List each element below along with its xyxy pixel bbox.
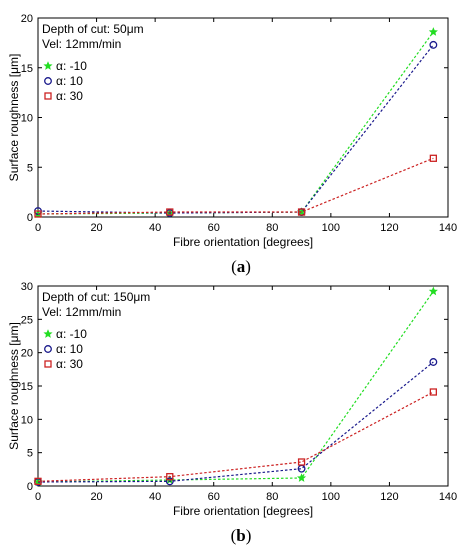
series-3 bbox=[34, 154, 438, 218]
y-axis-label: Surface roughness [μm] bbox=[7, 54, 21, 182]
data-point bbox=[429, 154, 438, 162]
legend-label: α: 30 bbox=[56, 89, 83, 103]
data-point bbox=[34, 210, 42, 218]
x-axis-label: Fibre orientation [degrees] bbox=[173, 504, 313, 518]
x-tick-label: 120 bbox=[380, 491, 398, 503]
legend-label: α: 30 bbox=[56, 357, 83, 371]
annotation: Vel: 12mm/min bbox=[42, 37, 121, 51]
legend-marker bbox=[44, 360, 52, 368]
legend-marker bbox=[44, 345, 52, 353]
y-tick-label: 15 bbox=[21, 63, 33, 75]
x-tick-label: 60 bbox=[208, 491, 220, 503]
series-line bbox=[37, 361, 434, 483]
legend: α: -10α: 10α: 30 bbox=[43, 327, 87, 371]
y-tick-label: 5 bbox=[27, 448, 33, 460]
y-tick-label: 30 bbox=[21, 281, 33, 293]
series-line bbox=[37, 31, 434, 215]
series-line bbox=[37, 44, 434, 214]
legend-marker bbox=[44, 77, 52, 85]
series-3 bbox=[34, 388, 438, 485]
annotation: Depth of cut: 50μm bbox=[42, 22, 144, 36]
legend-label: α: 10 bbox=[56, 74, 83, 88]
y-tick-label: 0 bbox=[27, 481, 33, 493]
legend-marker bbox=[43, 61, 53, 70]
annotation: Depth of cut: 150μm bbox=[42, 290, 150, 304]
x-tick-label: 140 bbox=[439, 222, 457, 234]
y-axis-label: Surface roughness [μm] bbox=[7, 322, 21, 450]
legend-label: α: -10 bbox=[56, 59, 87, 73]
chart-panel-1: 0 20 40 60 80 100 120 140 0 5 10 15 20 Fibre orientat… bbox=[7, 13, 457, 276]
data-point bbox=[429, 358, 438, 366]
y-tick-label: 10 bbox=[21, 414, 33, 426]
x-tick-label: 20 bbox=[90, 491, 102, 503]
series-line bbox=[37, 391, 434, 482]
figure-caption: (a) bbox=[231, 257, 251, 276]
legend-marker bbox=[44, 92, 52, 100]
x-tick-label: 40 bbox=[149, 491, 161, 503]
data-point bbox=[428, 27, 438, 36]
data-point bbox=[297, 208, 306, 216]
data-point bbox=[429, 388, 438, 396]
x-tick-label: 100 bbox=[322, 491, 340, 503]
legend-label: α: -10 bbox=[56, 327, 87, 341]
y-tick-label: 10 bbox=[21, 113, 33, 125]
data-point bbox=[166, 208, 174, 216]
y-tick-label: 20 bbox=[21, 348, 33, 360]
data-point bbox=[297, 458, 306, 466]
y-tick-label: 5 bbox=[27, 162, 33, 174]
x-tick-label: 0 bbox=[35, 222, 41, 234]
x-tick-label: 100 bbox=[322, 222, 340, 234]
data-point bbox=[297, 473, 307, 482]
x-tick-label: 80 bbox=[266, 491, 278, 503]
x-tick-label: 0 bbox=[35, 491, 41, 503]
x-tick-label: 120 bbox=[380, 222, 398, 234]
plot-area bbox=[37, 285, 449, 487]
data-point bbox=[165, 477, 174, 486]
x-tick-label: 40 bbox=[149, 222, 161, 234]
series-line bbox=[37, 157, 434, 215]
data-point bbox=[34, 477, 42, 485]
data-point bbox=[166, 473, 174, 481]
y-tick-label: 0 bbox=[27, 212, 33, 224]
x-axis-label: Fibre orientation [degrees] bbox=[173, 235, 313, 249]
legend-marker bbox=[43, 329, 53, 338]
x-tick-label: 60 bbox=[208, 222, 220, 234]
annotation: Vel: 12mm/min bbox=[42, 305, 121, 319]
data-point bbox=[428, 286, 438, 296]
legend: α: -10α: 10α: 30 bbox=[43, 59, 87, 103]
x-tick-label: 80 bbox=[266, 222, 278, 234]
x-tick-label: 20 bbox=[90, 222, 102, 234]
chart-panel-2: 0 20 40 60 80 100 120 140 0 5 10 15 20 25 30 Fibre orie… bbox=[7, 281, 457, 545]
figure-caption: (b) bbox=[231, 526, 252, 545]
y-tick-label: 20 bbox=[21, 13, 33, 25]
plot-area bbox=[37, 17, 449, 218]
x-tick-label: 140 bbox=[439, 491, 457, 503]
data-point bbox=[429, 40, 438, 49]
y-tick-label: 25 bbox=[21, 314, 33, 326]
y-tick-label: 15 bbox=[21, 381, 33, 393]
legend-label: α: 10 bbox=[56, 342, 83, 356]
